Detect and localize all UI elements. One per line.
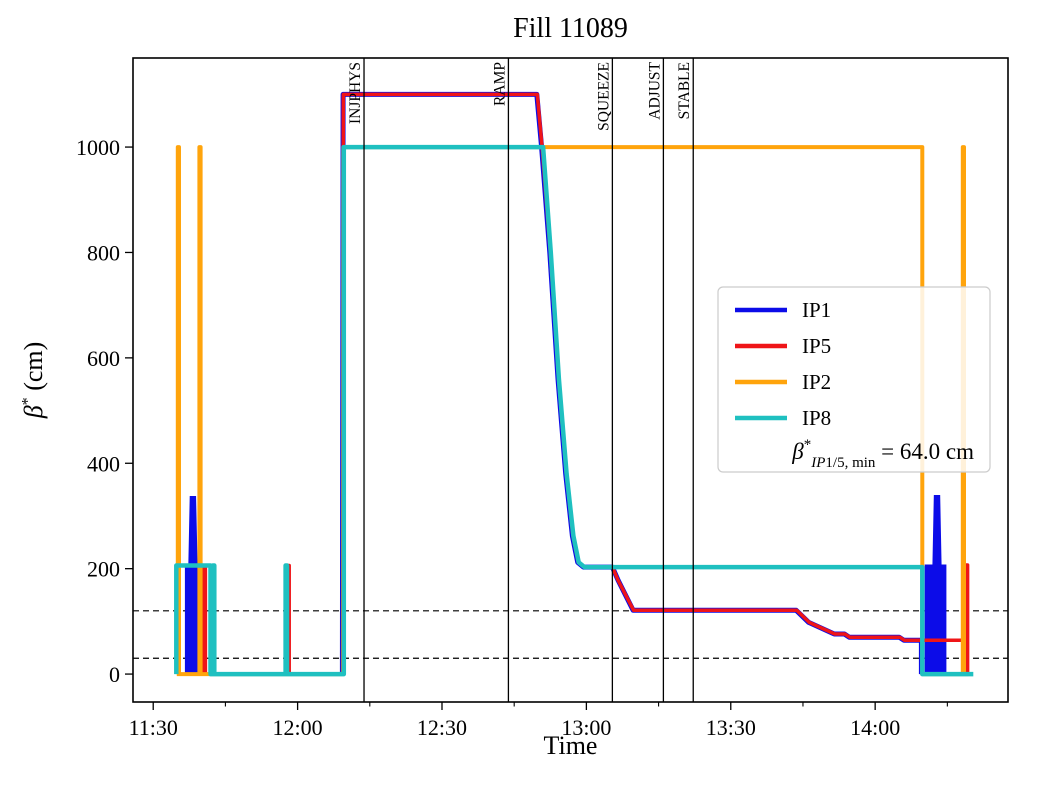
legend-label-IP8: IP8 <box>802 406 831 430</box>
axes-frame <box>132 57 1009 703</box>
y-axis-label-unit: (cm) <box>19 341 48 398</box>
y-axis-label-star: * <box>19 397 37 406</box>
series-IP8 <box>174 144 974 677</box>
beam-mode-label: ADJUST <box>646 61 663 119</box>
chart-title: Fill 11089 <box>513 13 628 44</box>
beam-mode-label: INJPHYS <box>347 62 364 124</box>
x-tick-label: 14:00 <box>850 715 900 740</box>
legend-annotation: β* IP1/5, min = 64.0 cm <box>791 437 974 471</box>
annotation-star: * <box>804 437 812 453</box>
beam-mode-ramp: RAMP <box>491 58 510 702</box>
legend-box <box>717 286 991 473</box>
legend-label-IP5: IP5 <box>802 334 831 358</box>
legend-label-IP2: IP2 <box>802 370 831 394</box>
beam-mode-stable: STABLE <box>676 58 694 702</box>
beam-mode-label: STABLE <box>676 62 693 119</box>
y-tick-label: 800 <box>87 240 120 265</box>
series-IP1-burst-1 <box>924 495 947 676</box>
series-IP8-line <box>174 144 974 677</box>
x-tick-label: 12:00 <box>273 715 323 740</box>
x-axis-label: Time <box>543 731 598 760</box>
y-axis-label-beta: β <box>19 405 48 419</box>
beam-mode-injphys: INJPHYS <box>347 58 365 702</box>
legend: IP1 IP5 IP2 IP8 β* IP1/5, min = 64.0 cm <box>717 286 991 473</box>
y-tick-label: 400 <box>87 451 120 476</box>
annotation-beta: β <box>791 439 804 464</box>
y-tick-label: 600 <box>87 346 120 371</box>
beam-mode-label: SQUEEZE <box>595 62 612 131</box>
x-tick-label: 13:00 <box>561 715 611 740</box>
x-tick-label: 12:30 <box>417 715 467 740</box>
beam-mode-squeeze: SQUEEZE <box>595 58 614 702</box>
y-tick-label: 0 <box>109 662 120 687</box>
legend-label-IP1: IP1 <box>802 298 831 322</box>
y-tick-label: 1000 <box>76 135 120 160</box>
y-tick-label: 200 <box>87 557 120 582</box>
annotation-sub-plain: 1/5, min <box>825 455 876 471</box>
annotation-sub-italic: IP <box>810 455 825 471</box>
beam-mode-adjust: ADJUST <box>646 58 665 702</box>
annotation-value: = 64.0 cm <box>875 439 974 464</box>
y-axis-label: β* (cm) <box>19 342 49 419</box>
beam-mode-label: RAMP <box>491 62 508 106</box>
x-tick-label: 11:30 <box>129 715 178 740</box>
x-tick-label: 13:30 <box>706 715 756 740</box>
